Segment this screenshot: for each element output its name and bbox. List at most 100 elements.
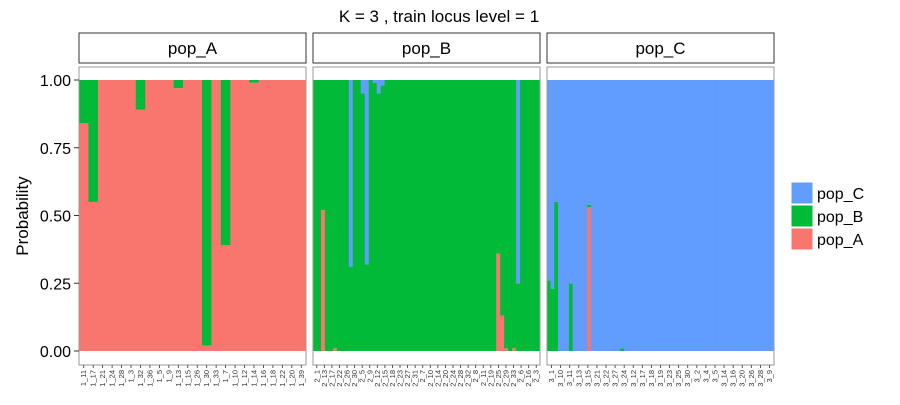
bar-segment-pop_B — [536, 80, 541, 351]
x-tick-label: 2_6 — [517, 370, 526, 383]
x-tick-label: 2_8 — [471, 370, 480, 383]
x-tick-label: 3_16 — [729, 370, 738, 387]
bar-segment-pop_B — [516, 283, 521, 351]
bar-segment-pop_C — [550, 80, 555, 289]
bar-segment-pop_A — [183, 80, 193, 351]
bar-segment-pop_C — [708, 80, 713, 351]
bar-segment-pop_B — [336, 80, 342, 351]
x-tick-label: 2_15 — [380, 370, 389, 387]
bar-segment-pop_C — [682, 80, 687, 351]
bar-segment-pop_C — [660, 80, 665, 351]
bar-segment-pop_A — [500, 315, 505, 351]
bar-segment-pop_C — [348, 80, 354, 267]
x-tick-label: 1_32 — [136, 370, 145, 387]
x-tick-label: 3_2 — [692, 370, 701, 383]
x-tick-label: 2_3 — [532, 370, 541, 383]
bar-segment-pop_C — [516, 80, 521, 284]
bar-segment-pop_A — [173, 88, 184, 351]
bar-segment-pop_A — [220, 245, 231, 351]
legend: pop_C pop_B pop_A — [790, 181, 864, 251]
bar-segment-pop_B — [492, 80, 497, 351]
bar-segment-pop_C — [557, 80, 562, 351]
bar-segment-pop_A — [154, 80, 165, 351]
bar-segment-pop_C — [364, 80, 370, 265]
bar-segment-pop_C — [741, 80, 746, 351]
y-tick-label: 0.25 — [40, 276, 71, 293]
bar-segment-pop_A — [249, 82, 260, 352]
bar-segment-pop_C — [623, 80, 628, 351]
bar-segment-pop_C — [759, 80, 764, 351]
bar-segment-pop_C — [598, 80, 603, 351]
x-tick-label: 1_14 — [249, 370, 258, 387]
bar-segment-pop_B — [372, 82, 378, 352]
bar-segment-pop_B — [201, 80, 212, 346]
bar-segment-pop_A — [268, 80, 278, 351]
legend-key-pop_C — [790, 181, 814, 205]
x-tick-label: 3_9 — [765, 370, 774, 383]
x-tick-label: 3_25 — [674, 370, 683, 387]
x-tick-label: 1_20 — [287, 370, 296, 387]
bar-segment-pop_C — [627, 80, 632, 351]
x-tick-label: 2_12 — [373, 370, 382, 387]
y-tick-label: 0.50 — [40, 209, 71, 226]
bar-segment-pop_B — [428, 80, 433, 351]
bar-segment-pop_C — [664, 80, 669, 351]
x-tick-label: 1_22 — [278, 370, 287, 387]
x-tick-label: 3_27 — [611, 370, 620, 387]
bar-segment-pop_B — [313, 80, 318, 351]
bar-segment-pop_B — [504, 80, 509, 349]
bar-segment-pop_C — [667, 80, 672, 351]
bar-segment-pop_C — [568, 80, 573, 284]
x-tick-label: 1_30 — [202, 370, 211, 387]
bar-segment-pop_C — [612, 80, 617, 351]
bar-segment-pop_B — [320, 80, 326, 211]
panel-border — [312, 66, 541, 366]
bar-segment-pop_C — [649, 80, 654, 351]
x-tick-label: 2_25 — [494, 370, 503, 387]
bar-segment-pop_B — [79, 80, 89, 124]
bar-segment-pop_C — [737, 80, 742, 351]
x-tick-label: 3_13 — [574, 370, 583, 387]
bar-segment-pop_B — [344, 80, 350, 351]
bar-segment-pop_B — [328, 80, 334, 351]
bar-segment-pop_C — [642, 80, 647, 351]
bar-segment-pop_B — [468, 80, 473, 351]
x-tick-label: 1_28 — [117, 370, 126, 387]
bar-segment-pop_A — [97, 80, 108, 351]
bar-segment-pop_C — [565, 80, 570, 351]
bar-segment-pop_C — [697, 80, 702, 351]
bar-segment-pop_B — [464, 80, 469, 351]
x-tick-label: 3_19 — [656, 370, 665, 387]
x-tick-label: 1_16 — [259, 370, 268, 387]
bar-segment-pop_C — [616, 80, 621, 351]
bar-segment-pop_B — [587, 204, 592, 208]
bar-segment-pop_B — [436, 80, 441, 351]
legend-label-pop_A: pop_A — [817, 232, 864, 249]
x-tick-label: 3_30 — [683, 370, 692, 387]
bar-segment-pop_B — [620, 348, 625, 351]
x-tick-label: 2_26 — [343, 370, 352, 387]
bar-segment-pop_A — [135, 109, 146, 351]
bar-segment-pop_A — [230, 80, 241, 351]
bar-segment-pop_A — [126, 80, 137, 351]
bar-segment-pop_C — [711, 80, 716, 351]
bar-segment-pop_B — [484, 80, 489, 351]
legend-label-pop_C: pop_C — [817, 186, 864, 203]
bar-segment-pop_C — [579, 80, 584, 351]
x-tick-label: 3_28 — [756, 370, 765, 387]
bar-segment-pop_C — [554, 80, 559, 202]
bar-segment-pop_C — [572, 80, 577, 351]
bar-segment-pop_A — [192, 80, 203, 351]
bar-segment-pop_B — [316, 80, 322, 351]
x-tick-label: 2_10 — [426, 370, 435, 387]
x-tick-label: 1_39 — [297, 370, 306, 387]
x-tick-label: 2_27 — [403, 370, 412, 387]
x-tick-label: 3_15 — [583, 370, 592, 387]
bar-segment-pop_B — [472, 80, 477, 351]
legend-label-pop_B: pop_B — [817, 209, 863, 226]
legend-key-pop_A — [790, 227, 814, 251]
bar-segment-pop_B — [356, 80, 362, 351]
x-tick-label: 2_32 — [464, 370, 473, 387]
bar-segment-pop_B — [416, 80, 421, 351]
bar-segment-pop_C — [722, 80, 727, 351]
